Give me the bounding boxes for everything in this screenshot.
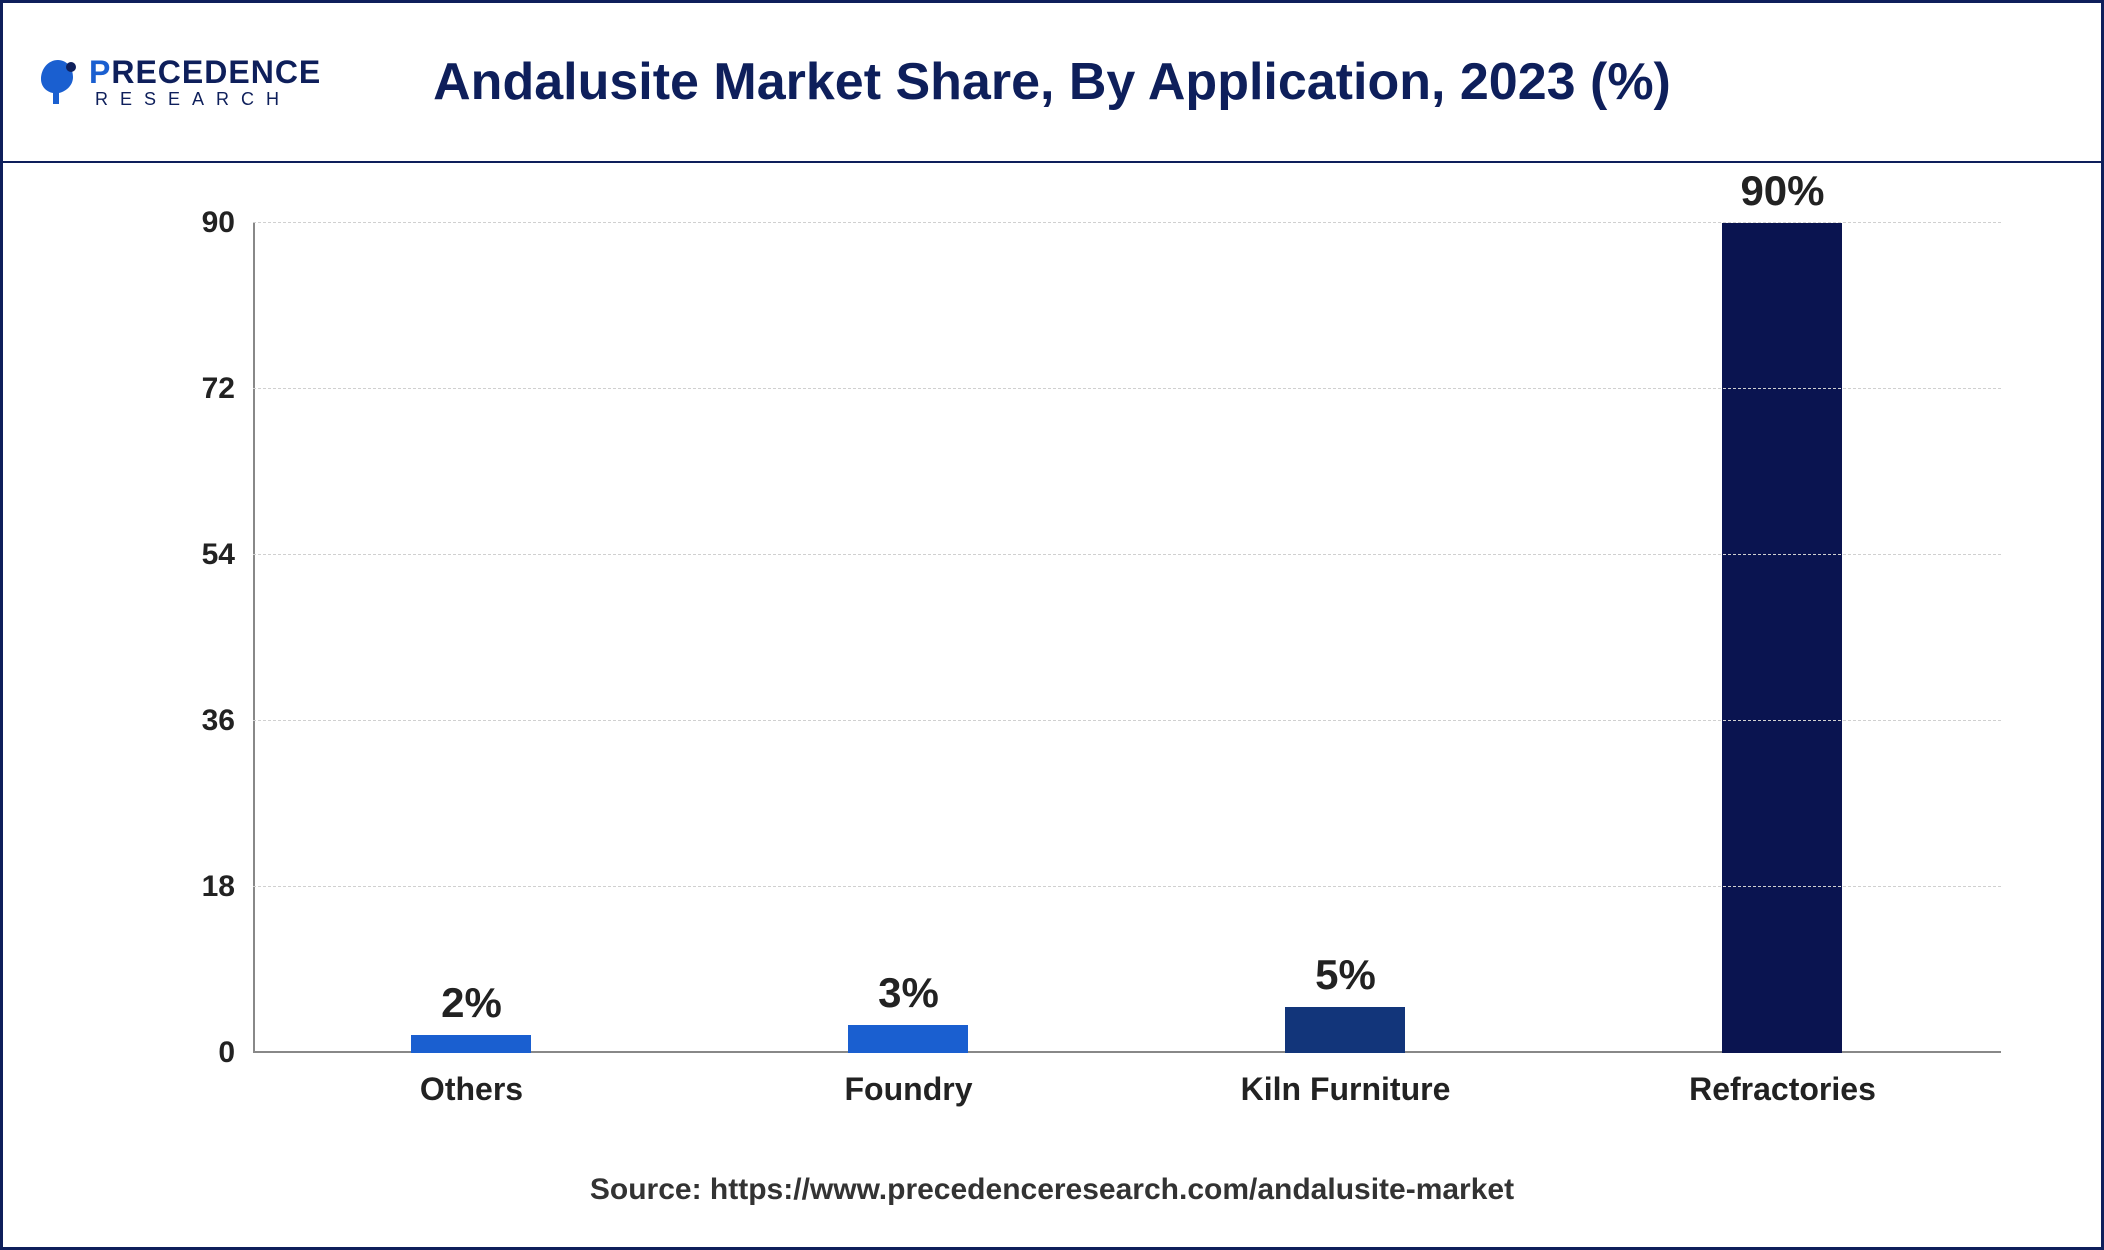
logo-first-letter: P (89, 54, 111, 90)
chart-frame: PRECEDENCE RESEARCH Andalusite Market Sh… (0, 0, 2104, 1250)
x-category-label: Refractories (1590, 1071, 1975, 1108)
bar-value-label: 90% (1740, 167, 1824, 215)
y-tick-label: 72 (202, 372, 253, 406)
bar-group: 3% (716, 1025, 1101, 1053)
bar-group: 5% (1153, 1007, 1538, 1053)
logo-text: PRECEDENCE RESEARCH (89, 54, 321, 110)
header: PRECEDENCE RESEARCH Andalusite Market Sh… (3, 3, 2101, 163)
x-category-label: Kiln Furniture (1153, 1071, 1538, 1108)
x-category-label: Foundry (716, 1071, 1101, 1108)
source-prefix: Source: (590, 1173, 710, 1206)
bar-group: 2% (279, 1035, 664, 1053)
logo-brand: PRECEDENCE (89, 54, 321, 91)
bar-value-label: 2% (441, 979, 502, 1027)
logo: PRECEDENCE RESEARCH (33, 54, 321, 110)
bar-value-label: 5% (1315, 951, 1376, 999)
y-tick-label: 0 (218, 1036, 253, 1070)
logo-subtext: RESEARCH (95, 89, 321, 110)
chart-title: Andalusite Market Share, By Application,… (433, 52, 1671, 112)
grid-line (253, 554, 2001, 555)
grid-line (253, 886, 2001, 887)
bars-container: 2% 3% 5% 90% (253, 223, 2001, 1053)
bar-value-label: 3% (878, 969, 939, 1017)
bar (848, 1025, 968, 1053)
source-line: Source: https://www.precedenceresearch.c… (3, 1173, 2101, 1247)
grid-line (253, 388, 2001, 389)
y-tick-label: 18 (202, 870, 253, 904)
bar (411, 1035, 531, 1053)
bar-group: 90% (1590, 223, 1975, 1053)
y-tick-label: 90 (202, 206, 253, 240)
x-labels-row: Others Foundry Kiln Furniture Refractories (253, 1071, 2001, 1108)
plot: 2%3%5%90% 01836547290 (253, 223, 2001, 1053)
source-url: https://www.precedenceresearch.com/andal… (710, 1173, 1514, 1206)
y-tick-label: 36 (202, 704, 253, 738)
grid-line (253, 720, 2001, 721)
x-category-label: Others (279, 1071, 664, 1108)
logo-rest: RECEDENCE (111, 54, 321, 90)
chart-area: 2% 3% 5% 90% 0 18 36 54 72 90 Others Foundry Kiln … (3, 163, 2101, 1173)
y-tick-label: 54 (202, 538, 253, 572)
bar (1722, 223, 1842, 1053)
grid-line (253, 222, 2001, 223)
logo-mark-icon (33, 57, 83, 107)
bar (1285, 1007, 1405, 1053)
